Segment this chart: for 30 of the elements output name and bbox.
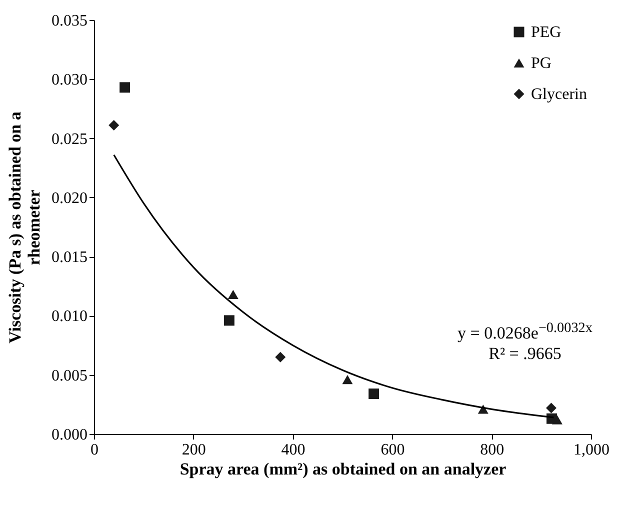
point	[546, 402, 556, 414]
legend-label: PEG	[531, 24, 562, 41]
y-tick-label: 0.015	[52, 249, 88, 266]
y-tick-label: 0.000	[52, 426, 88, 444]
annotation: y = 0.0268e$^{−0.0032x}$	[456, 319, 594, 344]
point	[342, 375, 353, 384]
annotation: R² = .9665	[488, 344, 562, 364]
point	[275, 352, 286, 362]
legend-label: PG	[531, 55, 552, 72]
x-tick-label: 400	[281, 442, 306, 458]
x-axis-title: Spray area (mm²) as obtained on an analyzer	[180, 460, 507, 478]
point	[228, 290, 238, 299]
legend-label: Glycerin	[531, 86, 587, 103]
x-tick-label: 1,000	[574, 442, 610, 458]
y-tick-label: 0.035	[52, 12, 88, 30]
y-tick-label: 0.020	[52, 190, 88, 207]
x-tick-label: 200	[182, 442, 206, 458]
point	[552, 415, 562, 424]
y-tick-label: 0.010	[52, 308, 88, 326]
y-tick-label: 0.030	[52, 72, 88, 89]
y-tick-label: 0.025	[52, 130, 88, 148]
point	[368, 388, 380, 400]
point	[224, 315, 234, 326]
x-tick-label: 800	[480, 442, 504, 458]
x-tick-label: 0	[90, 442, 98, 458]
y-tick-label: 0.005	[52, 367, 88, 384]
point	[108, 120, 120, 131]
point	[120, 82, 130, 93]
y-axis-title: Viscosity (Pa s) as obtained on a rheometer	[6, 111, 44, 344]
x-tick-label: 600	[380, 442, 405, 458]
